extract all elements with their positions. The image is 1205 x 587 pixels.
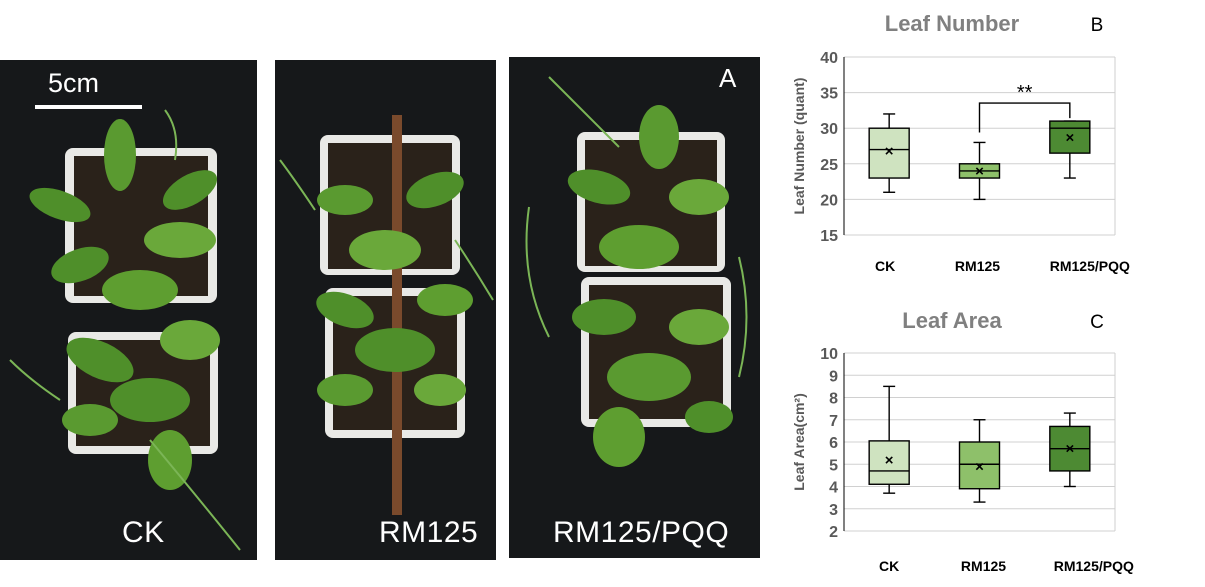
y-axis-label: Leaf Number (quant)	[791, 78, 807, 215]
plant-illustration-ck	[9, 109, 241, 551]
y-tick-label: 2	[829, 524, 838, 541]
mean-marker: ×	[885, 452, 894, 469]
y-tick-label: 8	[829, 391, 838, 408]
chart-title: Leaf Number	[885, 11, 1020, 36]
y-tick-label: 40	[820, 50, 838, 67]
mean-marker: ×	[1065, 441, 1074, 458]
scale-bar	[35, 105, 142, 109]
x-tick-label: RM125/PQQ	[1054, 558, 1134, 574]
y-tick-label: 35	[820, 86, 838, 103]
y-tick-label: 9	[829, 368, 838, 385]
leaf-area-chart: Leaf Area C 2 3 4 5 6 7 8 9 10 Leaf Area(cm²) × CK × RM…	[791, 308, 1134, 574]
y-tick-label: 30	[820, 121, 838, 138]
x-tick-label: RM125/PQQ	[1050, 258, 1130, 274]
y-tick-label: 5	[829, 457, 838, 474]
y-tick-label: 20	[820, 192, 838, 209]
y-tick-label: 6	[829, 435, 838, 452]
panel-letter: B	[1091, 15, 1104, 36]
scale-bar-label: 5cm	[48, 68, 100, 98]
photo-rm125: RM125	[275, 60, 496, 560]
mean-marker: ×	[1065, 129, 1074, 146]
x-tick-label: CK	[879, 558, 899, 574]
mean-marker: ×	[975, 458, 984, 475]
photo-label-ck: CK	[122, 516, 165, 549]
significance-label: **	[1017, 82, 1033, 104]
photo-label-rm125-pqq: RM125/PQQ	[553, 516, 730, 549]
y-tick-label: 10	[820, 346, 838, 363]
box-ck	[868, 440, 910, 485]
y-tick-label: 4	[829, 480, 838, 497]
leaf-number-chart: Leaf Number B 15 20 25 30 35 40 Leaf Number (qua…	[791, 11, 1130, 274]
significance-bracket	[978, 102, 1071, 133]
y-tick-label: 7	[829, 413, 838, 430]
photo-label-rm125: RM125	[379, 516, 479, 549]
chart-title: Leaf Area	[902, 308, 1002, 333]
y-tick-label: 3	[829, 502, 838, 519]
photo-ck: 5cm CK	[0, 60, 257, 560]
plant-illustration-rm125-pqq	[525, 76, 748, 467]
photo-rm125-pqq: A RM125/PQQ	[509, 57, 760, 558]
panel-letter-a: A	[719, 63, 737, 93]
x-tick-label: RM125	[955, 258, 1000, 274]
x-tick-label: RM125	[961, 558, 1006, 574]
y-tick-label: 15	[820, 228, 838, 245]
box-ck	[868, 127, 910, 179]
mean-marker: ×	[885, 143, 894, 160]
y-axis-label: Leaf Area(cm²)	[791, 393, 807, 491]
panel-letter: C	[1090, 312, 1104, 333]
plant-illustration-rm125	[279, 115, 494, 515]
box-rm125	[958, 441, 1001, 490]
x-tick-label: CK	[875, 258, 895, 274]
box-rm125-pqq	[1049, 120, 1091, 154]
mean-marker: ×	[975, 163, 984, 180]
y-tick-label: 25	[820, 157, 838, 174]
